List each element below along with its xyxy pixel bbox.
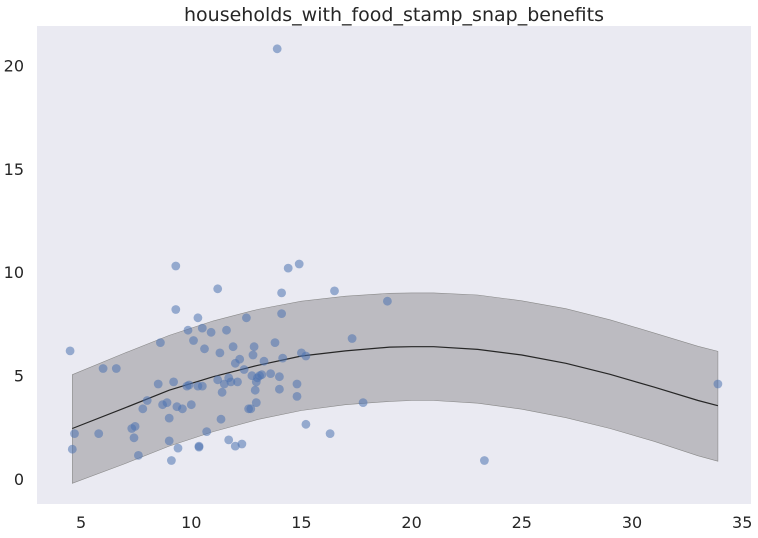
data-point [249, 342, 259, 352]
confidence-band [72, 292, 719, 484]
data-point [215, 348, 225, 358]
data-point [171, 261, 181, 271]
data-point [193, 313, 203, 323]
data-point [162, 398, 172, 407]
data-point [292, 379, 302, 389]
data-point [183, 325, 193, 335]
data-point [237, 439, 247, 449]
data-point [383, 296, 392, 306]
data-point [200, 344, 209, 354]
data-point [301, 419, 311, 429]
data-point [277, 288, 286, 298]
data-point [228, 342, 238, 352]
data-point [713, 379, 723, 389]
data-point [257, 370, 267, 380]
data-point [233, 377, 242, 387]
data-point [330, 286, 339, 296]
x-axis-ticks: 5 10 15 20 25 30 35 [76, 513, 752, 532]
data-point [294, 259, 304, 269]
y-tick-label: 0 [14, 470, 24, 489]
data-point [186, 400, 196, 410]
data-point [266, 369, 275, 378]
data-point [272, 44, 282, 54]
points-layer [65, 44, 723, 465]
data-point [197, 381, 207, 391]
data-point [98, 364, 108, 373]
x-tick-label: 5 [76, 513, 86, 532]
data-point [94, 429, 104, 438]
data-point [248, 350, 258, 360]
data-point [222, 325, 231, 335]
data-point [164, 436, 174, 446]
data-point [111, 364, 121, 373]
data-point [153, 379, 163, 389]
data-point [67, 444, 77, 454]
data-point [224, 435, 234, 445]
data-point [65, 346, 75, 356]
data-point [206, 327, 216, 337]
chart-title: households_with_food_stamp_snap_benefits [184, 4, 604, 26]
data-point [277, 309, 286, 318]
data-point [242, 313, 251, 323]
y-tick-label: 20 [4, 56, 24, 75]
data-point [246, 404, 256, 414]
data-point [358, 398, 368, 407]
x-tick-label: 25 [512, 513, 532, 532]
data-point [173, 443, 183, 453]
data-point [70, 429, 79, 438]
data-point [480, 456, 489, 465]
data-point [259, 356, 269, 366]
data-point [169, 377, 179, 387]
data-point [251, 398, 261, 407]
data-point [278, 353, 288, 363]
y-tick-label: 5 [14, 367, 24, 386]
data-point [194, 442, 204, 452]
data-point [156, 338, 165, 347]
data-point [250, 385, 260, 395]
data-point [130, 422, 140, 431]
y-tick-label: 10 [4, 263, 24, 282]
y-tick-label: 15 [4, 160, 24, 179]
data-point [142, 396, 152, 405]
data-point [197, 323, 207, 333]
data-point [202, 427, 212, 436]
data-point [164, 413, 174, 423]
data-point [270, 338, 280, 347]
data-point [219, 379, 229, 389]
data-point [189, 336, 198, 345]
fit-line-layer [72, 346, 719, 430]
data-point [235, 354, 245, 364]
data-point [239, 365, 249, 374]
data-point [275, 372, 284, 382]
data-point [138, 404, 148, 414]
x-tick-label: 15 [291, 513, 311, 532]
data-point [292, 392, 302, 401]
y-axis-ticks: 0 5 10 15 20 [4, 56, 24, 489]
data-point [184, 380, 194, 390]
fit-line [72, 346, 719, 430]
data-point [213, 375, 223, 385]
data-point [226, 377, 236, 387]
data-point [283, 263, 293, 273]
x-tick-label: 30 [622, 513, 642, 532]
data-point [213, 284, 223, 294]
data-point [301, 351, 311, 361]
data-point [178, 404, 187, 414]
data-point [347, 334, 357, 343]
data-point [275, 384, 284, 394]
data-point [230, 441, 240, 451]
x-tick-label: 10 [181, 513, 201, 532]
data-point [129, 433, 139, 443]
confidence-band-layer [72, 292, 719, 484]
x-tick-label: 20 [401, 513, 421, 532]
x-tick-label: 35 [732, 513, 752, 532]
data-point [167, 456, 176, 465]
data-point [217, 387, 227, 397]
data-point [134, 451, 143, 460]
data-point [325, 429, 335, 438]
data-point [171, 305, 181, 314]
data-point [216, 414, 226, 424]
